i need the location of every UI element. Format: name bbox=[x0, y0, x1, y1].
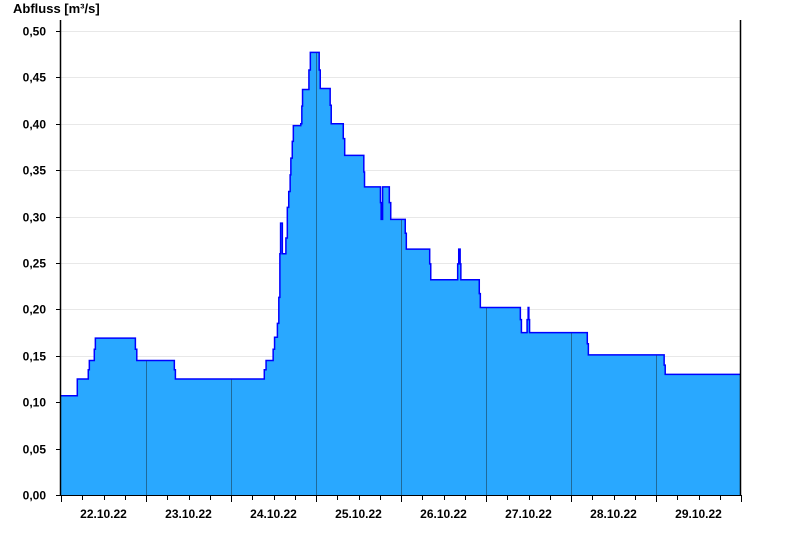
y-tick-label: 0,05 bbox=[23, 443, 47, 457]
y-tick-label: 0,00 bbox=[23, 489, 47, 503]
y-tick-label: 0,45 bbox=[23, 71, 47, 85]
y-tick-label: 0,50 bbox=[23, 25, 47, 39]
y-tick-label: 0,30 bbox=[23, 211, 47, 225]
x-tick-label: 24.10.22 bbox=[250, 507, 297, 521]
y-tick-label: 0,25 bbox=[23, 257, 47, 271]
x-tick-label: 27.10.22 bbox=[505, 507, 552, 521]
y-tick-label: 0,20 bbox=[23, 303, 47, 317]
y-axis-title: Abfluss [m³/s] bbox=[13, 1, 100, 16]
x-tick-label: 26.10.22 bbox=[420, 507, 467, 521]
discharge-line bbox=[61, 51, 741, 397]
x-tick-label: 25.10.22 bbox=[335, 507, 382, 521]
x-tick-label: 23.10.22 bbox=[165, 507, 212, 521]
y-tick-label: 0,10 bbox=[23, 396, 47, 410]
x-tick-label: 28.10.22 bbox=[590, 507, 637, 521]
x-tick-label: 22.10.22 bbox=[80, 507, 127, 521]
y-tick-label: 0,40 bbox=[23, 118, 47, 132]
y-tick-label: 0,35 bbox=[23, 164, 47, 178]
x-tick-label: 29.10.22 bbox=[675, 507, 722, 521]
y-tick-label: 0,15 bbox=[23, 350, 47, 364]
